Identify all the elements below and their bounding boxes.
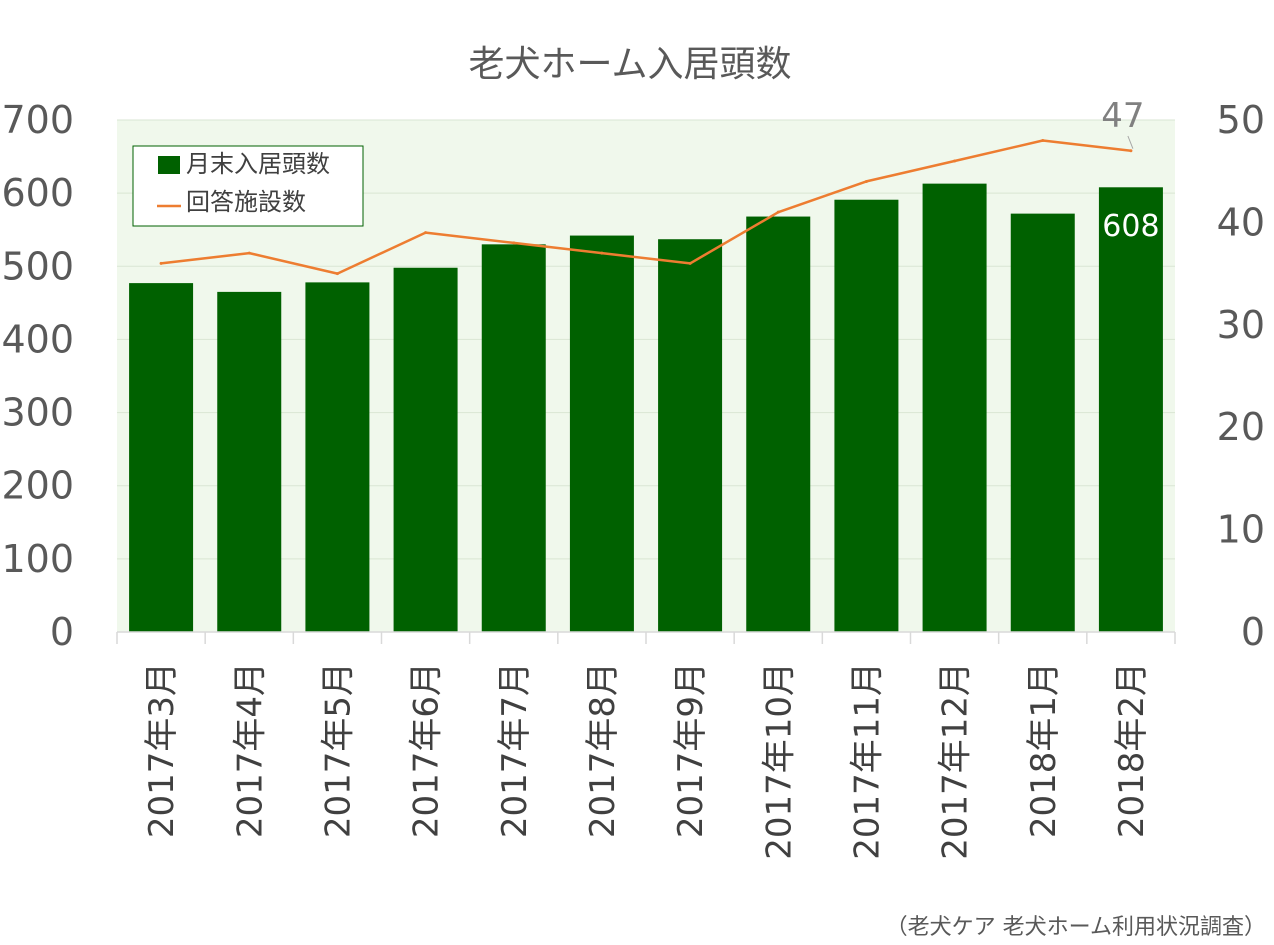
y-right-tick-label: 0	[1241, 610, 1265, 654]
y-left-tick-label: 700	[1, 98, 74, 142]
data-labels: 608 47	[1101, 96, 1159, 244]
source-note: （老犬ケア 老犬ホーム利用状況調査）	[886, 915, 1266, 940]
bar-3	[393, 267, 458, 632]
x-tick-label: 2017年8月	[583, 662, 623, 838]
line-point-0	[159, 261, 163, 265]
legend-bar-swatch	[158, 156, 180, 174]
bar-5	[569, 235, 634, 632]
line-point-4	[512, 241, 516, 245]
legend-label-line: 回答施設数	[186, 188, 306, 216]
bar-1	[217, 291, 282, 632]
x-tick-label: 2017年6月	[407, 662, 447, 838]
line-series	[159, 138, 1133, 276]
x-tick-label: 2018年1月	[1024, 662, 1064, 838]
x-tick-label: 2017年11月	[847, 662, 887, 860]
bar-series	[129, 183, 1163, 633]
x-tick-label: 2017年10月	[759, 662, 799, 860]
legend-label-bar: 月末入居頭数	[186, 150, 330, 178]
axes: 0 100 200 300 400 500 600 700 0 10 20 30 40 50 2017年3月…	[1, 98, 1265, 860]
x-tick-label: 2017年3月	[142, 662, 182, 838]
line-path	[160, 139, 1132, 275]
y-right-tick-label: 10	[1217, 508, 1265, 552]
bar-11	[1098, 187, 1163, 632]
line-point-10	[1041, 138, 1045, 142]
y-left-tick-label: 500	[1, 244, 74, 288]
bar-4	[481, 244, 546, 633]
y-left-tick-label: 600	[1, 171, 74, 215]
line-label-leader	[1127, 135, 1134, 149]
line-point-3	[424, 231, 428, 235]
y-left-tick-label: 100	[1, 537, 74, 581]
chart-title: 老犬ホーム入居頭数	[469, 44, 792, 85]
x-tick-label: 2017年7月	[495, 662, 535, 838]
y-right-tick-label: 50	[1217, 98, 1265, 142]
y-right-tick-label: 30	[1217, 303, 1265, 347]
y-left-tick-label: 400	[1, 317, 74, 361]
line-point-9	[953, 159, 957, 163]
x-tick-label: 2018年2月	[1112, 662, 1152, 838]
y-right-tick-label: 20	[1217, 405, 1265, 449]
y-left-tick-label: 200	[1, 464, 74, 508]
bar-2	[305, 282, 370, 632]
line-point-1	[247, 251, 251, 255]
x-tick-label: 2017年9月	[671, 662, 711, 838]
bar-9	[922, 183, 987, 633]
x-tick-label: 2017年5月	[318, 662, 358, 838]
y-left-tick-label: 0	[50, 610, 74, 654]
bar-6	[658, 239, 723, 633]
bar-data-label: 608	[1102, 209, 1159, 244]
legend: 月末入居頭数 回答施設数	[132, 145, 364, 227]
line-point-6	[688, 261, 692, 265]
x-tick-label: 2017年4月	[230, 662, 270, 838]
x-tick-label: 2017年12月	[936, 662, 976, 860]
bar-8	[834, 199, 899, 632]
bar-0	[129, 283, 194, 632]
line-point-8	[864, 179, 868, 183]
bar-10	[1010, 213, 1075, 632]
line-data-label: 47	[1101, 96, 1144, 136]
line-point-11	[1129, 149, 1133, 153]
line-point-7	[776, 210, 780, 214]
line-point-5	[600, 251, 604, 255]
y-left-tick-label: 300	[1, 391, 74, 435]
y-right-tick-label: 40	[1217, 200, 1265, 244]
bar-7	[746, 216, 811, 632]
line-point-2	[335, 272, 339, 276]
